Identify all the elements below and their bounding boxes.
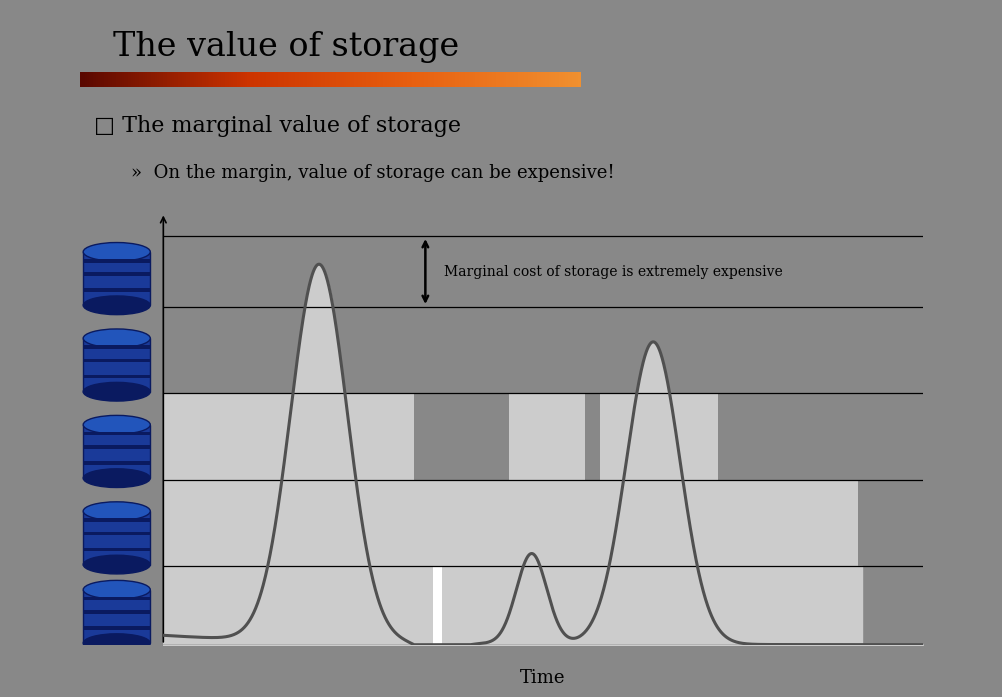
Ellipse shape — [83, 502, 150, 521]
Bar — [83, 375, 150, 378]
Bar — [83, 627, 150, 630]
Ellipse shape — [83, 243, 150, 261]
Text: □ The marginal value of storage: □ The marginal value of storage — [94, 115, 461, 137]
Bar — [83, 548, 150, 551]
Text: »  On the margin, value of storage can be expensive!: » On the margin, value of storage can be… — [131, 164, 615, 182]
Ellipse shape — [83, 469, 150, 487]
Ellipse shape — [83, 383, 150, 401]
Bar — [433, 566, 442, 645]
Ellipse shape — [83, 581, 150, 599]
Bar — [163, 566, 433, 645]
Ellipse shape — [83, 634, 150, 652]
Bar — [600, 393, 717, 480]
Bar — [83, 445, 150, 449]
Ellipse shape — [83, 329, 150, 348]
Ellipse shape — [83, 556, 150, 574]
Bar — [83, 432, 150, 436]
Ellipse shape — [83, 296, 150, 314]
Bar — [83, 424, 150, 478]
Bar — [83, 252, 150, 305]
Bar — [83, 532, 150, 535]
Bar — [83, 519, 150, 522]
Bar — [83, 359, 150, 362]
Bar — [83, 289, 150, 292]
Text: The value of storage: The value of storage — [112, 31, 459, 63]
Bar — [83, 597, 150, 600]
Bar — [441, 566, 859, 645]
Bar — [83, 338, 150, 392]
Bar — [83, 346, 150, 349]
Bar — [83, 259, 150, 263]
Bar — [83, 273, 150, 276]
Bar — [83, 611, 150, 614]
Text: Marginal cost of storage is extremely expensive: Marginal cost of storage is extremely ex… — [444, 265, 784, 279]
Bar — [509, 393, 585, 480]
Text: Time: Time — [520, 668, 566, 687]
Bar — [83, 461, 150, 465]
Bar — [163, 480, 859, 566]
Ellipse shape — [83, 415, 150, 434]
Bar — [83, 511, 150, 565]
Bar — [83, 590, 150, 643]
Bar — [163, 393, 414, 480]
